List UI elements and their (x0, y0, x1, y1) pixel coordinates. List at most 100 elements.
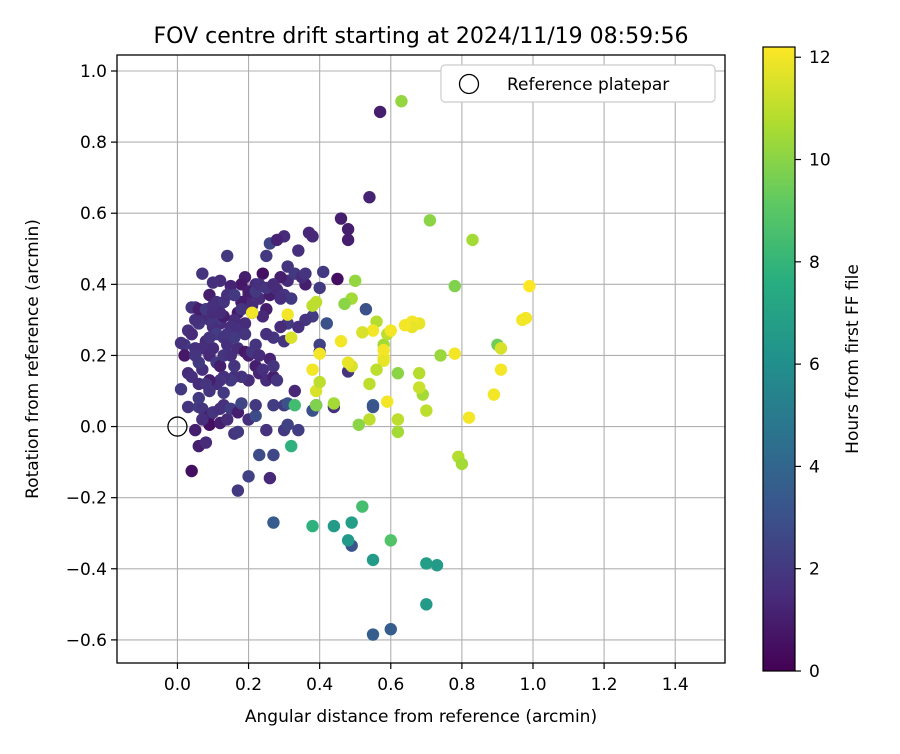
data-point (313, 347, 326, 360)
data-point (327, 519, 341, 533)
data-point (274, 320, 287, 334)
data-point (235, 303, 248, 316)
colorbar-tick-label: 6 (809, 355, 820, 375)
x-tick-label: 0.6 (377, 675, 404, 695)
data-point (274, 292, 287, 305)
data-point (231, 425, 245, 439)
data-point (245, 306, 259, 319)
data-point (260, 327, 273, 341)
data-point (292, 320, 305, 334)
data-point (384, 534, 397, 547)
data-point (174, 383, 188, 396)
data-point (267, 278, 280, 291)
data-point (420, 557, 433, 570)
data-point (178, 349, 191, 362)
data-point (359, 303, 373, 316)
data-point (487, 388, 501, 401)
data-point (285, 331, 298, 344)
data-point (281, 308, 294, 321)
x-tick-label: 1.0 (519, 675, 546, 695)
legend-marker-reference (458, 73, 480, 95)
colorbar-gradient (762, 46, 796, 672)
data-point (331, 272, 344, 286)
legend-box (440, 64, 716, 103)
colorbar-ticks: 0 2 4 6 8 10 12 (795, 48, 831, 682)
data-points (174, 95, 536, 641)
data-point (338, 297, 351, 311)
colorbar-label: Hours from first FF file (843, 264, 863, 454)
data-point (349, 274, 362, 287)
data-point (352, 418, 365, 431)
data-point (196, 413, 209, 426)
data-point (249, 399, 262, 412)
data-point (256, 310, 269, 323)
data-point (242, 470, 255, 483)
x-tick-label: 0.0 (164, 675, 191, 695)
data-point (448, 279, 461, 293)
data-point (285, 292, 298, 305)
data-point (249, 409, 262, 423)
data-point (206, 299, 220, 312)
y-axis-label: Rotation from reference (arcmin) (23, 219, 43, 499)
data-point (366, 628, 380, 641)
data-point (213, 359, 227, 373)
data-point (391, 425, 405, 439)
data-point (235, 397, 248, 410)
data-point (345, 516, 358, 529)
data-point (267, 448, 280, 462)
x-tick-label: 0.2 (235, 675, 262, 695)
data-point (370, 363, 383, 376)
data-point (366, 553, 380, 567)
data-point (281, 418, 294, 431)
data-point (267, 359, 280, 373)
data-point (341, 534, 355, 547)
data-point (189, 349, 202, 362)
data-point (381, 395, 394, 408)
data-point (292, 244, 305, 257)
data-point (341, 233, 355, 247)
y-tick-label: 0.6 (80, 204, 107, 224)
data-point (327, 397, 341, 410)
data-point (363, 413, 376, 426)
legend: Reference platepar (440, 64, 716, 103)
colorbar-tick-label: 4 (809, 457, 820, 477)
data-point (466, 233, 479, 247)
data-point (189, 313, 202, 327)
data-point (341, 356, 355, 369)
data-point (413, 381, 426, 394)
data-point (391, 367, 405, 380)
data-point (292, 423, 305, 437)
data-point (306, 299, 319, 312)
data-point (334, 335, 348, 348)
data-point (221, 249, 234, 263)
data-point (267, 516, 280, 529)
legend-label-reference: Reference platepar (507, 75, 669, 95)
data-point (363, 191, 376, 204)
data-point (256, 363, 269, 376)
data-point (377, 354, 390, 367)
data-point (313, 375, 326, 389)
data-point (203, 331, 216, 344)
data-point (217, 386, 230, 399)
data-point (317, 265, 330, 279)
data-point (462, 411, 476, 424)
data-point (270, 233, 284, 247)
data-point (288, 399, 301, 412)
colorbar-tick-label: 2 (809, 560, 820, 580)
data-point (384, 623, 397, 636)
data-point (189, 423, 202, 437)
data-point (384, 324, 397, 337)
data-point (391, 413, 405, 426)
y-tick-label: 0.0 (80, 418, 107, 438)
data-point (206, 276, 220, 289)
data-point (185, 464, 198, 478)
y-tick-label: 0.4 (80, 275, 107, 295)
data-point (302, 226, 316, 239)
chart-title: FOV centre drift starting at 2024/11/19 … (154, 24, 689, 49)
data-point (434, 349, 447, 362)
data-point (253, 349, 266, 362)
data-point (299, 267, 312, 280)
data-point (455, 457, 469, 471)
data-point (185, 327, 198, 341)
